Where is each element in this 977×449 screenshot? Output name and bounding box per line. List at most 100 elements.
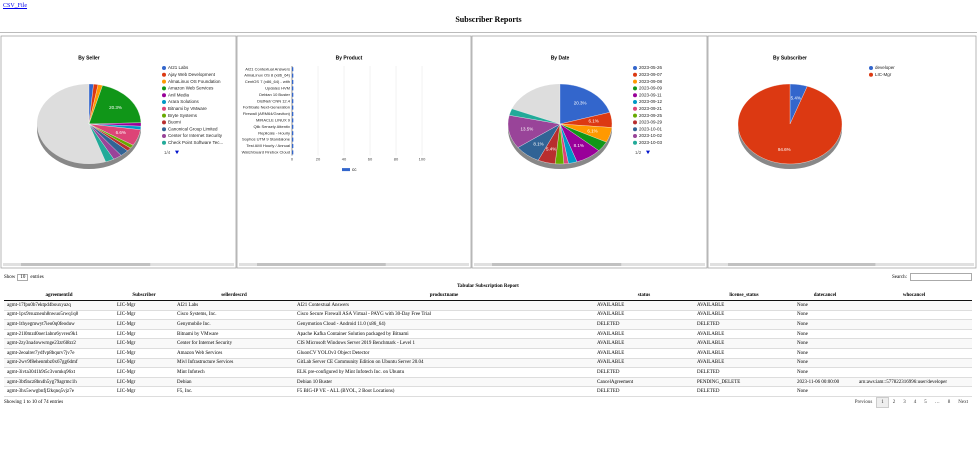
table-cell: None [794,367,856,378]
table-cell: agmt-2eoalrer7ydfvp8bqurv7jv7e [4,348,114,359]
page-button[interactable]: 8 [947,399,951,405]
table-cell: Debian 10 Buster [294,377,594,388]
column-header[interactable]: datecancel [794,291,856,301]
legend-swatch [633,79,637,84]
chart-title: By Date [551,55,570,61]
legend-swatch [162,66,166,70]
bar [292,137,294,142]
y-tick-label: WatchGuard Firebox Cloud [242,149,290,154]
scroll-thumb[interactable] [728,263,876,266]
page-button[interactable]: 4 [913,399,917,405]
page-button[interactable]: 2 [892,399,896,405]
legend-page: 1/4 [164,150,171,155]
legend-label: Buomi [168,120,181,125]
legend-label: Arara Solutions [168,99,200,104]
search-input[interactable] [910,273,972,281]
legend-swatch [162,134,166,138]
column-header[interactable]: Subscriber [114,291,174,301]
slice-label: 20.3% [109,105,122,110]
table-cell: agmt-1thyegmwyt7ieo0q0feoduw [4,319,114,330]
table-cell: None [794,329,856,340]
legend-swatch [162,72,166,77]
table-row: agmt-17fpu0b7ektpd4bouxyazq LIC-Mgr AI21 L… [4,300,972,311]
slice-label: 6.6% [116,130,126,135]
y-tick-label: AlmaLinux OS 8 (x86_64) [244,73,290,78]
table-cell: LIC-Mgr [114,329,174,340]
scroll-thumb[interactable] [492,263,622,266]
y-tick-label: FortiGate Next-Generation [243,105,290,110]
column-header[interactable]: status [594,291,694,301]
table-cell: AVAILABLE [694,300,794,311]
y-tick-label: Test AMI Hourly / Annual [246,143,290,148]
page-button[interactable]: 3 [903,399,906,405]
table-cell: F5, Inc. [174,386,294,397]
page-button[interactable]: Previous [854,399,873,405]
legend-label: 2023-10-01 [639,126,663,131]
table-cell: Center for Internet Security [174,338,294,349]
chart-title: By Product [336,55,363,61]
x-tick-label: 60 [368,157,373,162]
legend-swatch [869,72,873,77]
table-cell: agmt-3hx5wwgbnfjf2kqnq5vjz7e [4,386,114,397]
legend-next[interactable] [646,150,650,155]
table-cell: agmt-17fpu0b7ektpd4bouxyazq [4,300,114,311]
y-tick-label: CentOS 7 (x86_64) - with [245,79,290,84]
table-cell: AVAILABLE [594,358,694,369]
table-cell: LIC-Mgr [114,348,174,359]
legend-label: Anil Media [168,92,190,97]
legend-next[interactable] [175,150,179,155]
column-header[interactable]: whocancel [856,291,972,301]
table-row: agmt-3hx5wwgbnfjf2kqnq5vjz7e LIC-Mgr F5, I… [4,386,972,397]
table-cell: LIC-Mgr [114,367,174,378]
column-header[interactable]: productname [294,291,594,301]
table-cell: Amazon Web Services [174,348,294,359]
legend-swatch [633,120,637,125]
chart-panel [471,35,708,269]
legend-swatch [869,66,873,70]
page-button[interactable]: 1 [876,396,889,408]
table-cell: agmt-2zy3na4owwrnge23zr6l8zr2 [4,338,114,349]
charts: By Seller 20.3% 6.6% AI21 Labs Ajay Web Deve… [0,32,977,269]
page-button[interactable]: Next [958,399,968,405]
legend-swatch [633,93,637,98]
legend-label: 2023-09-07 [639,72,663,77]
y-tick-label: MIRACLE LINUX 9 [256,117,291,122]
legend-swatch [633,106,637,111]
legend-label: AlmaLinux OS Foundation [168,79,221,84]
table-cell: CIS Microsoft Windows Server 2019 Benchm… [294,338,594,349]
legend-label: 2023-10-02 [639,133,663,138]
legend-swatch [162,140,166,145]
table-row: agmt-1px9rsuzneuh8nwuo5rwq1q8 LIC-Mgr Cisc… [4,310,972,321]
legend-swatch [633,134,637,138]
csv-link[interactable]: CSV_File [3,3,28,9]
table-cell: Bitnami by VMware [174,329,294,340]
bar [292,150,294,155]
table-row: agmt-3bt9acz8bn4h5yg79agrmc1h LIC-Mgr Debi… [4,377,972,388]
table-cell: agmt-1px9rsuzneuh8nwuo5rwq1q8 [4,310,114,321]
column-header[interactable]: agreementId [4,291,114,301]
page-button[interactable]: … [934,399,940,405]
table-cell: Mint Infotech [174,367,294,378]
table-cell: Cisco Systems, Inc. [174,310,294,321]
pie-slice [559,83,610,125]
table-body: agmt-17fpu0b7ektpd4bouxyazq LIC-Mgr AI21 L… [4,300,972,397]
column-header[interactable]: sellerdescrd [174,291,294,301]
scroll-thumb[interactable] [21,263,151,266]
column-header[interactable]: license_status [694,291,794,301]
legend-swatch [162,100,166,104]
table-cell: LIC-Mgr [114,386,174,397]
table-cell: AVAILABLE [594,329,694,340]
table-cell: None [794,300,856,311]
pie-slice [737,83,843,165]
page-button[interactable]: 5 [924,399,927,405]
legend-label: 2023-09-08 [639,79,663,84]
legend-swatch [633,72,637,77]
legend-label: Bryte Systems [168,113,198,118]
slice-label: 8.1% [574,143,584,148]
table-cell [856,386,972,397]
table-cell: AI21 Labs [174,300,294,311]
search-label: Search: [892,275,907,281]
table-row: agmt-2zy3na4owwrnge23zr6l8zr2 LIC-Mgr Cent… [4,338,972,349]
length-select[interactable]: 10 [17,273,29,281]
scroll-thumb[interactable] [257,263,386,266]
